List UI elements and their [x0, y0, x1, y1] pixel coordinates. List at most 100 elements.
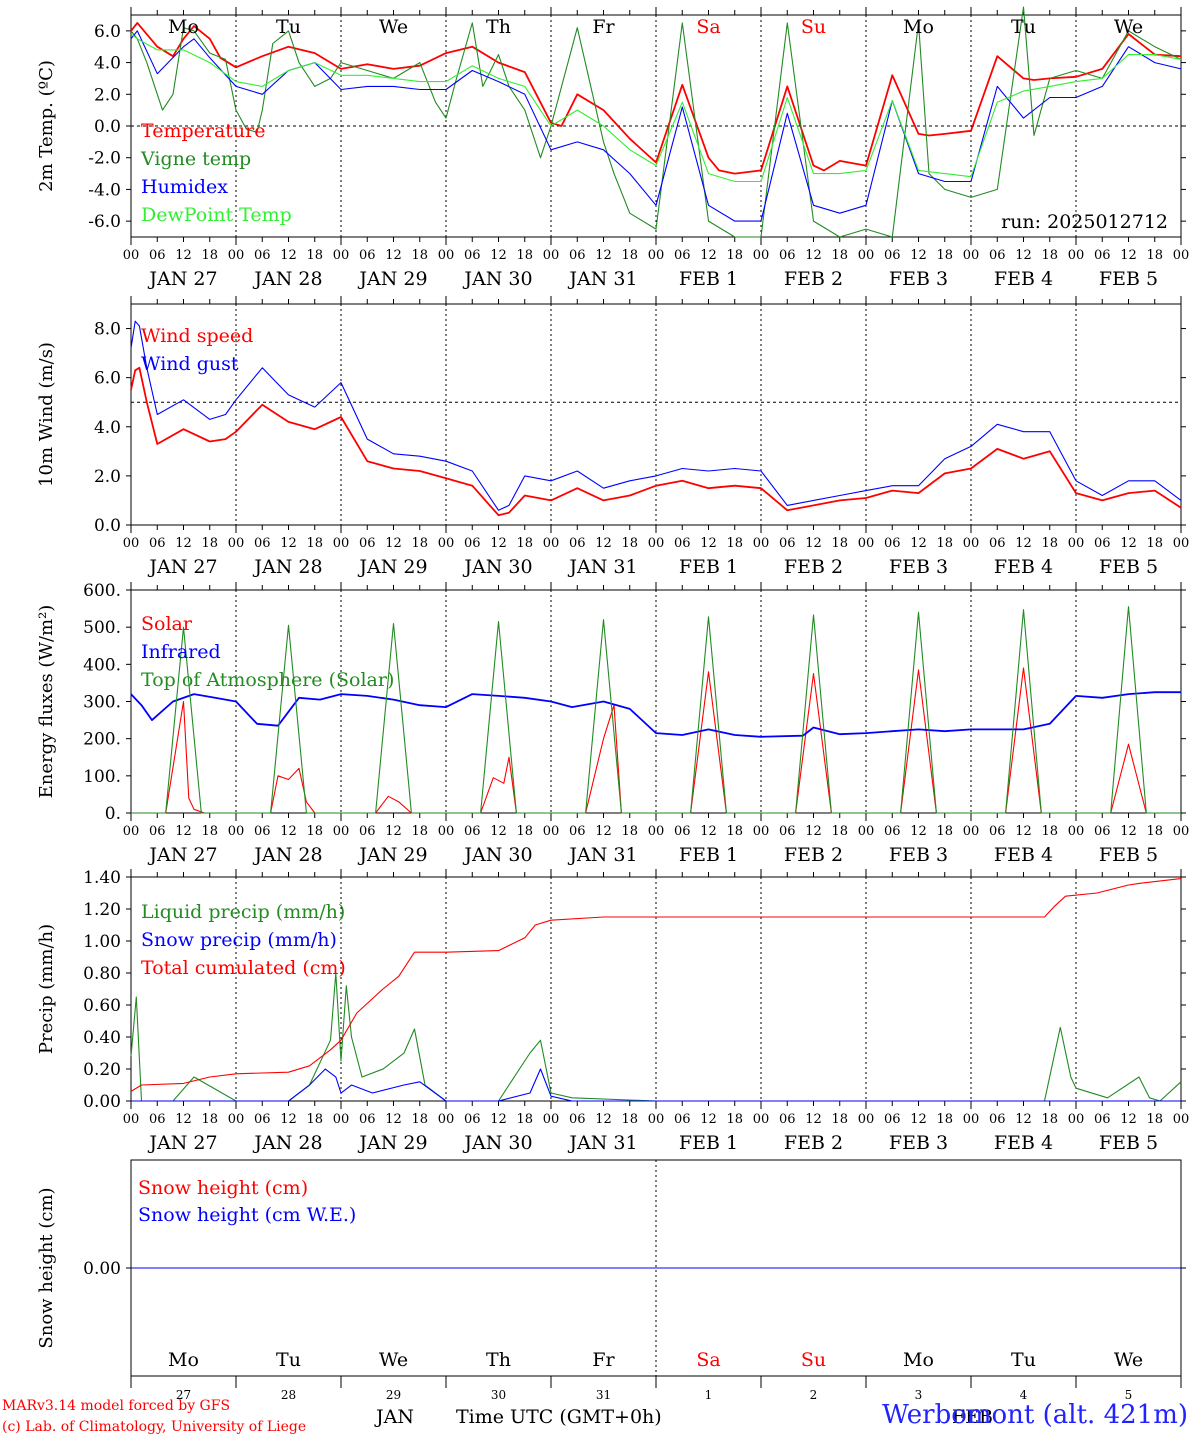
hour-tick-label: 12	[175, 1112, 192, 1127]
y-tick-label: 0.80	[83, 964, 121, 984]
hour-tick-label: 18	[1146, 536, 1163, 551]
hour-tick-label: 18	[936, 824, 953, 839]
hour-tick-label: 18	[1041, 824, 1058, 839]
hour-tick-label: 00	[963, 248, 980, 263]
series-line	[131, 606, 1181, 814]
hour-tick-label: 12	[385, 824, 402, 839]
date-label: JAN 31	[567, 556, 637, 578]
hour-tick-label: 18	[516, 1112, 533, 1127]
hour-tick-label: 12	[910, 1112, 927, 1127]
hour-tick-label: 06	[989, 1112, 1006, 1127]
hour-tick-label: 00	[753, 1112, 770, 1127]
model-credit: MARv3.14 model forced by GFS	[2, 1398, 231, 1414]
hour-tick-label: 12	[1120, 248, 1137, 263]
y-tick-label: 0.00	[83, 1092, 121, 1112]
hour-tick-label: 18	[411, 1112, 428, 1127]
hour-tick-label: 06	[884, 536, 901, 551]
date-label: JAN 27	[147, 268, 217, 290]
hour-tick-label: 18	[201, 824, 218, 839]
hour-tick-label: 12	[490, 248, 507, 263]
hour-tick-label: 18	[936, 536, 953, 551]
series-line	[130, 691, 1181, 738]
hour-tick-label: 12	[805, 248, 822, 263]
hour-tick-label: 00	[963, 1112, 980, 1127]
hour-tick-label: 06	[674, 1112, 691, 1127]
hour-tick-label: 00	[228, 824, 245, 839]
hour-tick-label: 18	[306, 1112, 323, 1127]
hour-tick-label: 06	[149, 536, 166, 551]
hour-tick-label: 06	[674, 824, 691, 839]
hour-tick-label: 12	[595, 824, 612, 839]
legend-entry: Liquid precip (mm/h)	[141, 901, 345, 923]
date-label: JAN 29	[357, 268, 427, 290]
hour-tick-label: 12	[1015, 536, 1032, 551]
hour-tick-label: 06	[989, 536, 1006, 551]
hour-tick-label: 12	[1015, 1112, 1032, 1127]
y-tick-label: 600.	[83, 581, 121, 601]
hour-tick-label: 12	[910, 536, 927, 551]
y-tick-label: 1.20	[83, 900, 121, 920]
hour-tick-label: 18	[516, 824, 533, 839]
series-line	[130, 972, 1182, 1102]
date-label: FEB 1	[679, 844, 738, 866]
date-label: FEB 4	[994, 1132, 1053, 1154]
date-label: JAN 30	[462, 556, 532, 578]
y-tick-label: 0.60	[83, 996, 121, 1016]
hour-tick-label: 06	[149, 248, 166, 263]
weekday-label-top: Fr	[592, 16, 615, 38]
hour-tick-label: 12	[910, 824, 927, 839]
hour-tick-label: 00	[228, 248, 245, 263]
hour-tick-label: 18	[726, 1112, 743, 1127]
hour-tick-label: 12	[1015, 248, 1032, 263]
y-axis-label: Energy fluxes (W/m²)	[36, 605, 57, 799]
hour-tick-label: 12	[280, 248, 297, 263]
weekday-label-top: Su	[801, 16, 826, 38]
hour-tick-label: 06	[464, 1112, 481, 1127]
date-label: JAN 30	[462, 844, 532, 866]
hour-tick-label: 06	[989, 824, 1006, 839]
hour-tick-label: 12	[700, 1112, 717, 1127]
hour-tick-label: 00	[858, 1112, 875, 1127]
hour-tick-label: 18	[726, 824, 743, 839]
month-label-jan: JAN	[376, 1406, 414, 1428]
date-label: FEB 5	[1099, 268, 1158, 290]
hour-tick-label: 06	[569, 536, 586, 551]
hour-tick-label: 00	[333, 536, 350, 551]
hour-tick-label: 00	[438, 1112, 455, 1127]
hour-tick-label: 18	[1146, 824, 1163, 839]
hour-tick-label: 06	[254, 248, 271, 263]
date-label: FEB 4	[994, 268, 1053, 290]
date-label: JAN 27	[147, 1132, 217, 1154]
hour-tick-label: 06	[884, 824, 901, 839]
hour-tick-label: 00	[543, 536, 560, 551]
hour-tick-label: 06	[254, 824, 271, 839]
y-tick-label: 1.00	[83, 932, 121, 952]
hour-tick-label: 12	[385, 1112, 402, 1127]
y-tick-label: 500.	[83, 618, 121, 638]
hour-tick-label: 06	[779, 248, 796, 263]
date-label: FEB 5	[1099, 844, 1158, 866]
hour-tick-label: 12	[1120, 536, 1137, 551]
hour-tick-label: 12	[595, 248, 612, 263]
legend-entry: Snow height (cm W.E.)	[138, 1204, 356, 1226]
date-label: FEB 2	[784, 1132, 843, 1154]
weekday-label-top: Th	[486, 16, 511, 38]
weekday-label: We	[379, 1349, 408, 1371]
weekday-label-top: Mo	[168, 16, 199, 38]
hour-tick-label: 18	[201, 536, 218, 551]
hour-tick-label: 06	[779, 824, 796, 839]
hour-tick-label: 12	[700, 536, 717, 551]
hour-tick-label: 18	[306, 248, 323, 263]
y-tick-label: -4.0	[88, 180, 121, 200]
series-line	[130, 878, 1182, 1092]
hour-tick-label: 18	[1041, 536, 1058, 551]
legend-entry: Humidex	[141, 176, 228, 198]
hour-tick-label: 00	[123, 248, 140, 263]
date-label: JAN 31	[567, 268, 637, 290]
hour-tick-label: 00	[123, 536, 140, 551]
date-label: JAN 28	[252, 268, 322, 290]
hour-tick-label: 12	[385, 536, 402, 551]
hour-tick-label: 06	[1094, 248, 1111, 263]
date-label: JAN 29	[357, 556, 427, 578]
